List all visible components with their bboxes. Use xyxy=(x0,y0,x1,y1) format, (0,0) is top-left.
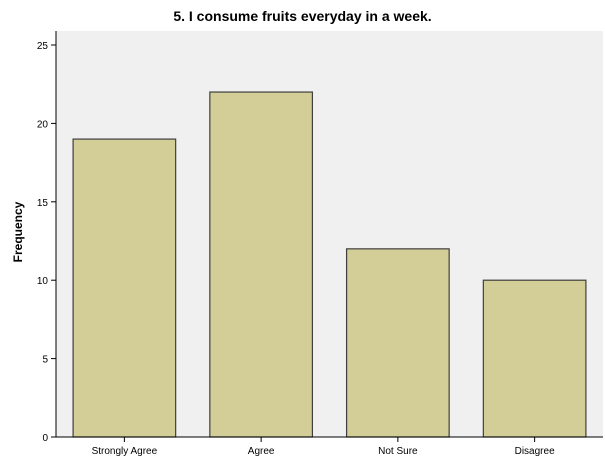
y-ticks-group: 0 5 10 15 20 25 xyxy=(37,41,56,444)
bar-agree xyxy=(209,91,314,438)
bar-not-sure xyxy=(345,248,450,438)
bar-disagree xyxy=(482,279,587,438)
x-tick-label: Agree xyxy=(248,446,275,457)
x-ticks-group: Strongly Agree Agree Not Sure Disagree xyxy=(92,437,555,457)
y-tick-label: 0 xyxy=(42,433,48,444)
x-tick-label: Disagree xyxy=(515,446,555,457)
x-tick-label: Not Sure xyxy=(378,446,418,457)
y-tick-label: 15 xyxy=(37,198,49,209)
y-tick-label: 5 xyxy=(42,355,48,366)
y-tick-label: 10 xyxy=(37,276,49,287)
y-tick-label: 20 xyxy=(37,119,49,130)
bar-strongly-agree xyxy=(72,138,177,438)
bars-group xyxy=(72,91,587,438)
y-axis-label: Frequency xyxy=(11,201,25,263)
chart-title: 5. I consume fruits everyday in a week. xyxy=(173,8,432,24)
x-tick-label: Strongly Agree xyxy=(92,446,158,457)
y-tick-label: 25 xyxy=(37,41,49,52)
